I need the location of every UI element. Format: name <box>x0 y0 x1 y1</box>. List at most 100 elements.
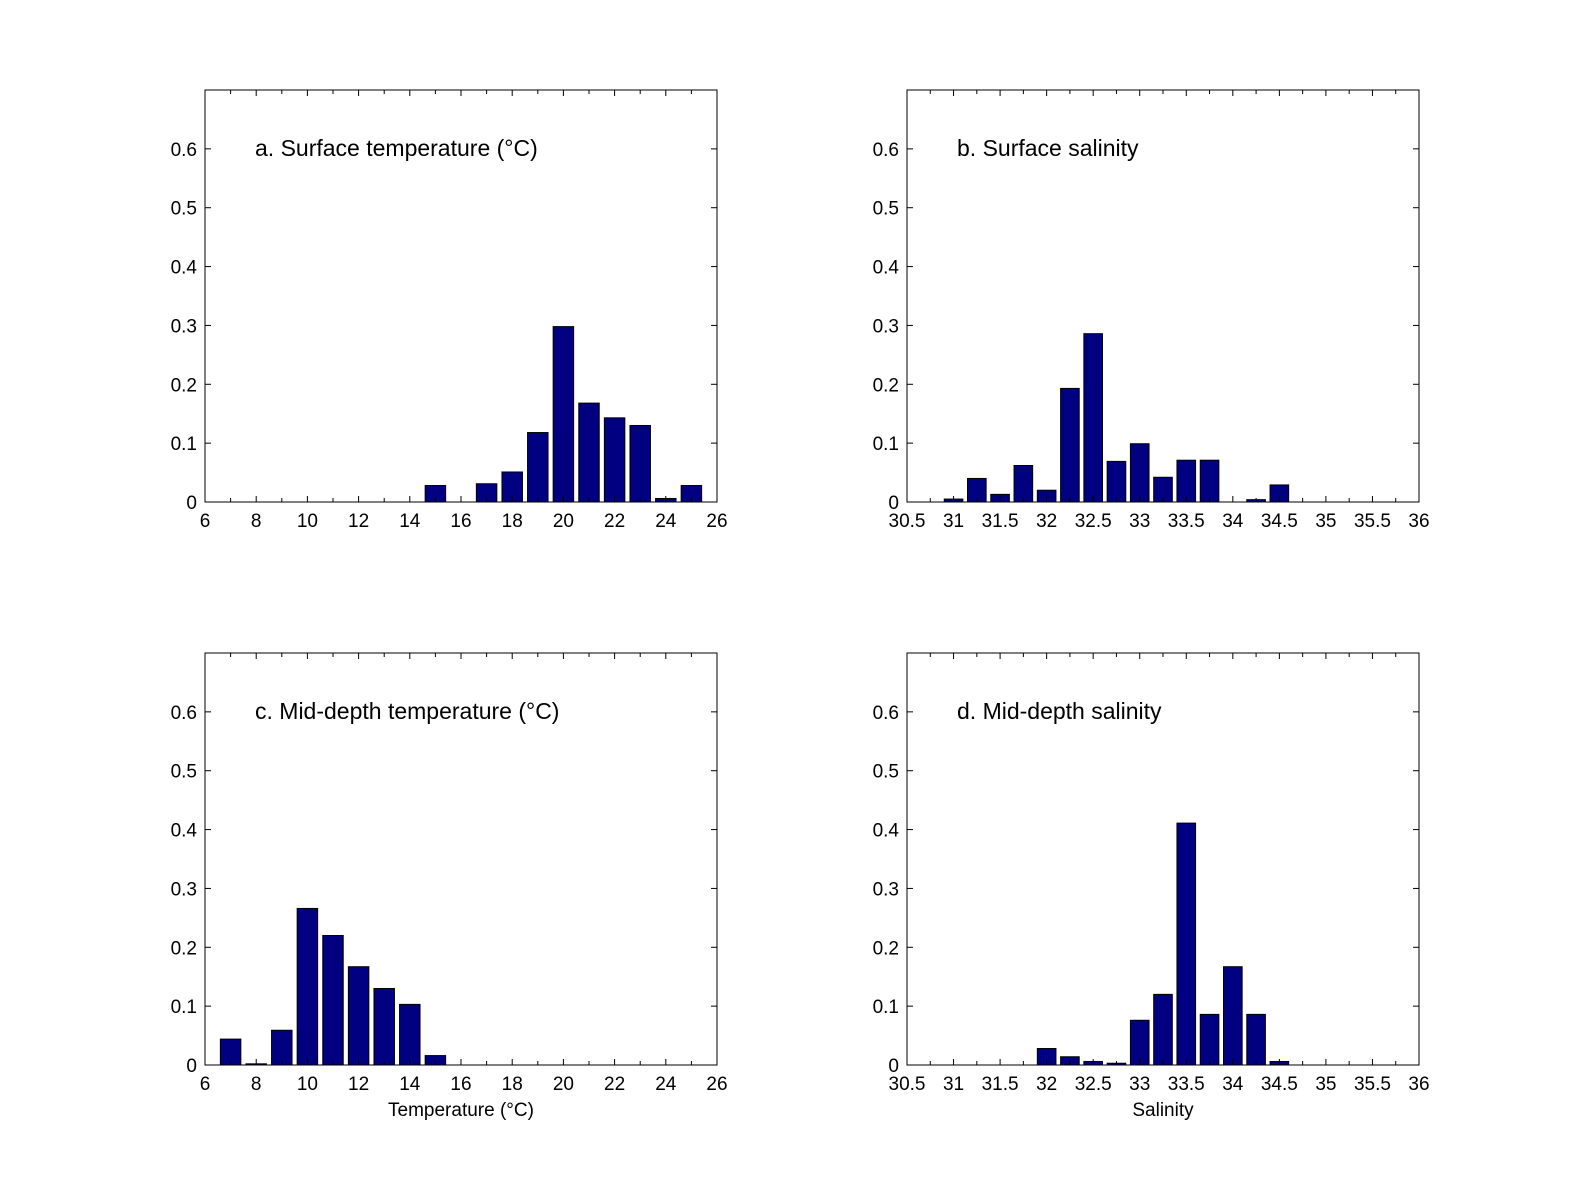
bar <box>347 966 370 1066</box>
bar <box>552 326 575 503</box>
x-tick-label: 34 <box>1222 511 1244 532</box>
y-tick-label: 0.4 <box>171 821 198 842</box>
y-tick-label: 0.2 <box>873 375 899 396</box>
x-tick-label: 35 <box>1315 511 1336 532</box>
plot-area <box>907 90 1419 502</box>
y-tick-label: 0.6 <box>873 140 899 161</box>
x-tick-label: 8 <box>251 511 262 532</box>
y-tick-label: 0.2 <box>171 938 197 959</box>
y-tick-label: 0.3 <box>171 879 197 900</box>
bar <box>527 432 549 503</box>
panel-annotation: a. Surface temperature (°C) <box>255 135 538 161</box>
x-tick-label: 16 <box>450 511 471 532</box>
bar <box>1223 966 1243 1066</box>
x-tick-label: 33 <box>1129 511 1150 532</box>
y-tick-label: 0.5 <box>171 199 197 220</box>
y-tick-label: 0.1 <box>873 997 899 1018</box>
x-tick-label: 6 <box>200 1074 211 1095</box>
x-tick-label: 32.5 <box>1075 1074 1112 1095</box>
x-tick-label: 18 <box>502 1074 523 1095</box>
x-tick-label: 16 <box>450 1074 471 1095</box>
y-tick-label: 0 <box>888 493 899 514</box>
y-tick-label: 0.1 <box>873 434 899 455</box>
bar <box>578 402 600 503</box>
x-tick-label: 10 <box>297 511 318 532</box>
y-tick-label: 0 <box>888 1056 899 1077</box>
bar <box>1106 460 1127 503</box>
bar <box>1176 459 1197 503</box>
x-tick-label: 35 <box>1315 1074 1336 1095</box>
x-tick-label: 31.5 <box>982 511 1019 532</box>
x-tick-label: 31 <box>943 1074 964 1095</box>
x-tick-label: 20 <box>553 511 574 532</box>
x-tick-label: 36 <box>1408 1074 1429 1095</box>
y-tick-label: 0 <box>186 493 197 514</box>
y-tick-label: 0 <box>186 1056 197 1077</box>
panel-c: 6 8 10 12 14 16 18 20 22 24 26 0 0.1 0.2 0.3 0.4 0.5 0.6 c… <box>171 652 728 1121</box>
y-tick-label: 0.6 <box>873 703 899 724</box>
x-axis-label: Salinity <box>1132 1100 1194 1121</box>
panel-annotation: b. Surface salinity <box>957 135 1139 161</box>
y-tick-label: 0.3 <box>873 879 899 900</box>
x-tick-label: 32 <box>1036 511 1057 532</box>
bar <box>629 424 651 503</box>
plot-area <box>205 653 717 1065</box>
bar <box>1176 822 1197 1066</box>
x-tick-label: 26 <box>706 1074 727 1095</box>
x-tick-label: 22 <box>604 511 625 532</box>
y-tick-label: 0.5 <box>171 762 197 783</box>
panel-d: 30.5 31 31.5 32 32.5 33 33.5 34 34.5 35 35.5 36 0 0.1… <box>873 652 1430 1121</box>
bar <box>1013 465 1034 503</box>
y-tick-label: 0.1 <box>171 997 197 1018</box>
x-tick-label: 30.5 <box>889 1074 926 1095</box>
bar <box>1246 1013 1266 1066</box>
bar <box>373 987 395 1066</box>
y-tick-label: 0.5 <box>873 199 899 220</box>
x-tick-label: 33.5 <box>1168 511 1205 532</box>
panel-annotation: c. Mid-depth temperature (°C) <box>255 698 559 724</box>
bar <box>603 417 626 503</box>
x-tick-label: 32 <box>1036 1074 1057 1095</box>
x-tick-label: 12 <box>348 1074 369 1095</box>
x-tick-label: 24 <box>655 1074 677 1095</box>
bar <box>322 935 344 1066</box>
x-tick-label: 6 <box>200 511 211 532</box>
x-tick-label: 36 <box>1408 511 1429 532</box>
x-tick-label: 10 <box>297 1074 318 1095</box>
y-tick-label: 0.3 <box>873 316 899 337</box>
x-tick-label: 18 <box>502 511 523 532</box>
bar <box>296 907 319 1066</box>
bar <box>1129 1019 1150 1066</box>
x-tick-label: 14 <box>399 1074 421 1095</box>
x-tick-label: 14 <box>399 511 421 532</box>
bar <box>399 1003 421 1066</box>
y-tick-label: 0.4 <box>873 258 900 279</box>
y-tick-label: 0.4 <box>873 821 900 842</box>
y-tick-label: 0.4 <box>171 258 198 279</box>
bar <box>271 1029 293 1066</box>
y-tick-label: 0.2 <box>873 938 899 959</box>
x-tick-label: 33.5 <box>1168 1074 1205 1095</box>
y-tick-label: 0.3 <box>171 316 197 337</box>
x-tick-label: 22 <box>604 1074 625 1095</box>
y-tick-label: 0.2 <box>171 375 197 396</box>
x-tick-label: 26 <box>706 511 727 532</box>
bar <box>1083 333 1103 503</box>
x-tick-label: 34.5 <box>1261 1074 1298 1095</box>
x-tick-label: 34 <box>1222 1074 1244 1095</box>
bar <box>1199 459 1220 503</box>
x-tick-label: 35.5 <box>1354 1074 1391 1095</box>
x-tick-label: 8 <box>251 1074 262 1095</box>
bar <box>1153 993 1173 1066</box>
x-tick-label: 24 <box>655 511 677 532</box>
y-tick-label: 0.5 <box>873 762 899 783</box>
bar <box>1060 387 1080 503</box>
x-axis-label: Temperature (°C) <box>388 1100 534 1121</box>
y-tick-label: 0.6 <box>171 140 197 161</box>
x-tick-label: 31.5 <box>982 1074 1019 1095</box>
x-tick-label: 35.5 <box>1354 511 1391 532</box>
x-tick-label: 20 <box>553 1074 574 1095</box>
bar <box>1129 443 1150 503</box>
x-tick-label: 33 <box>1129 1074 1150 1095</box>
x-tick-label: 12 <box>348 511 369 532</box>
